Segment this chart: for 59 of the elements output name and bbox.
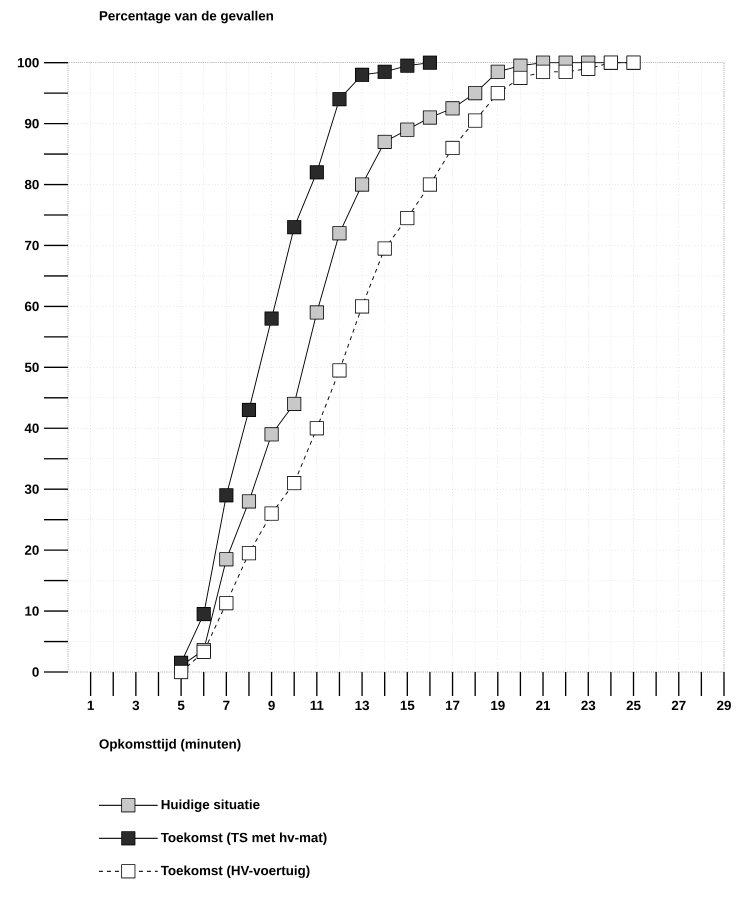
point (355, 177, 370, 192)
x-tick-label: 29 (717, 700, 731, 710)
y-tick-label: 40 (24, 424, 39, 433)
x-tick-label: 1 (88, 700, 94, 710)
x-tick-label: 3 (132, 700, 140, 710)
y-tick-label: 70 (25, 240, 39, 250)
y-tick-label: 0 (32, 667, 39, 677)
legend-label: Toekomst (HV-voertuig) (160, 865, 310, 878)
x-tick-label: 19 (491, 700, 505, 710)
point (264, 427, 279, 442)
y-tick-label: 90 (24, 118, 39, 128)
y-tick-label: 50 (24, 362, 39, 372)
point (219, 488, 234, 502)
point (378, 64, 392, 79)
y-tick-label: 60 (24, 302, 39, 312)
x-tick-label: 23 (581, 700, 596, 710)
x-tick-label: 27 (672, 700, 686, 710)
point (287, 396, 302, 411)
x-tick-label: 21 (536, 700, 550, 710)
point (558, 64, 573, 79)
legend-label: Toekomst (TS met hv-mat) (160, 832, 327, 845)
point (400, 122, 414, 137)
y-tick-label: 20 (24, 545, 39, 555)
point (219, 552, 234, 566)
point (264, 312, 279, 326)
x-tick-label: 9 (268, 700, 275, 710)
point (355, 68, 370, 82)
x-tick-label: 15 (400, 700, 414, 710)
point (378, 134, 392, 149)
x-tick-label: 17 (446, 700, 460, 710)
point (468, 86, 482, 100)
point (536, 64, 550, 79)
point (581, 62, 596, 76)
point (174, 664, 188, 680)
y-tick-label: 100 (18, 58, 39, 68)
y-axis-title: Percentage van de gevallen (100, 10, 273, 24)
point (422, 56, 437, 70)
legend-label: Huidige situatie (162, 799, 260, 812)
x-tick-label: 25 (626, 700, 641, 710)
point (242, 494, 256, 508)
point (310, 305, 324, 320)
point (242, 402, 256, 418)
point (422, 110, 437, 125)
point (400, 58, 414, 73)
x-tick-label: 11 (310, 700, 324, 710)
x-axis-title: Opkomsttijd (minuten) (99, 738, 240, 752)
point (445, 101, 460, 116)
point (332, 92, 347, 106)
point (287, 220, 302, 234)
x-tick-label: 13 (355, 700, 370, 710)
point (196, 607, 211, 622)
point (490, 64, 505, 79)
x-tick-label: 7 (223, 700, 230, 710)
y-tick-label: 10 (25, 606, 39, 616)
point (310, 165, 324, 180)
y-tick-label: 80 (24, 180, 39, 190)
y-tick-label: 30 (24, 484, 39, 494)
point (332, 226, 347, 240)
x-tick-label: 5 (178, 700, 184, 710)
